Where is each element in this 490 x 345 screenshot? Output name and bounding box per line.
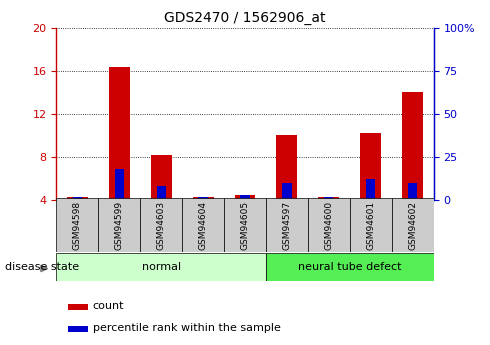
Text: GSM94602: GSM94602: [408, 200, 417, 250]
Text: GSM94599: GSM94599: [115, 200, 124, 250]
Bar: [68, 304, 88, 309]
Text: GSM94601: GSM94601: [366, 200, 375, 250]
Bar: [276, 136, 297, 200]
Text: normal: normal: [142, 262, 181, 272]
Bar: [408, 183, 417, 200]
Bar: [156, 186, 166, 200]
Bar: [193, 197, 214, 200]
Bar: [151, 155, 171, 200]
Text: GSM94605: GSM94605: [241, 200, 249, 250]
Bar: [318, 197, 339, 200]
Bar: [366, 179, 375, 200]
Bar: [282, 183, 292, 200]
Text: GSM94600: GSM94600: [324, 200, 333, 250]
Bar: [324, 197, 334, 200]
Text: disease state: disease state: [5, 263, 79, 272]
Bar: [182, 198, 224, 252]
Text: GSM94603: GSM94603: [157, 200, 166, 250]
Bar: [266, 253, 434, 281]
Bar: [109, 68, 130, 200]
Text: GSM94604: GSM94604: [198, 200, 208, 250]
Bar: [115, 169, 124, 200]
Bar: [56, 253, 266, 281]
Bar: [68, 326, 88, 332]
Bar: [241, 195, 249, 200]
Text: neural tube defect: neural tube defect: [298, 262, 402, 272]
Bar: [140, 198, 182, 252]
Text: count: count: [93, 301, 124, 311]
Bar: [235, 195, 255, 200]
Bar: [266, 198, 308, 252]
Title: GDS2470 / 1562906_at: GDS2470 / 1562906_at: [164, 11, 326, 25]
Bar: [360, 133, 381, 200]
Bar: [350, 198, 392, 252]
Bar: [392, 198, 434, 252]
Text: percentile rank within the sample: percentile rank within the sample: [93, 323, 280, 333]
Bar: [198, 197, 208, 200]
Bar: [402, 92, 423, 200]
Bar: [56, 198, 98, 252]
Bar: [67, 197, 88, 200]
Bar: [73, 197, 82, 200]
Text: GSM94598: GSM94598: [73, 200, 82, 250]
Bar: [308, 198, 350, 252]
Bar: [98, 198, 140, 252]
Bar: [224, 198, 266, 252]
Text: GSM94597: GSM94597: [282, 200, 292, 250]
